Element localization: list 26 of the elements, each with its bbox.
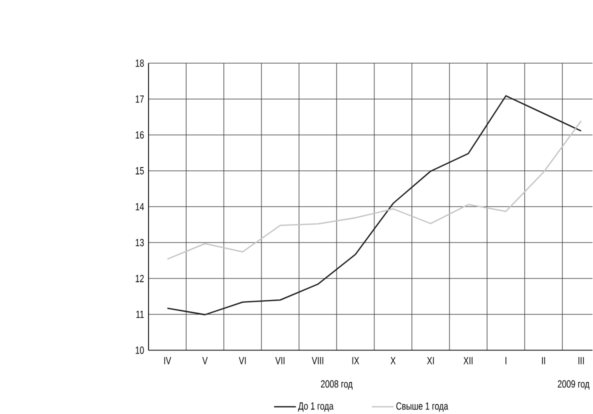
x-tick-label: VII	[275, 356, 284, 364]
line-series	[166, 120, 582, 260]
y-tick-label: 18	[136, 59, 144, 67]
x-tick-label: VI	[238, 356, 246, 364]
x-tick-label: XI	[427, 356, 434, 364]
legend-label: До 1 года	[298, 402, 334, 412]
y-tick-label: 16	[136, 131, 144, 138]
x-tick-label: VIII	[312, 356, 324, 364]
x-tick-label: IV	[164, 356, 172, 364]
x-tick-label: X	[390, 356, 396, 364]
text: 2009 год	[558, 380, 590, 390]
x-tick-label: XII	[464, 356, 472, 364]
x-tick-label: V	[202, 356, 208, 364]
y-tick-label: 15	[136, 166, 144, 174]
line-series	[166, 94, 582, 316]
text: 2008 год	[321, 380, 353, 390]
x-tick-label: II	[542, 356, 546, 364]
y-tick-label: 17	[136, 95, 144, 102]
y-tick-label: 11	[136, 310, 144, 318]
y-tick-label: 12	[136, 274, 144, 282]
x-tick-label: III	[578, 356, 584, 364]
y-tick-label: 13	[136, 238, 144, 246]
x-tick-label: IX	[352, 356, 360, 364]
y-tick-label: 10	[136, 346, 144, 354]
legend-label: Свыше 1 года	[396, 402, 448, 412]
y-tick-label: 14	[136, 202, 144, 210]
